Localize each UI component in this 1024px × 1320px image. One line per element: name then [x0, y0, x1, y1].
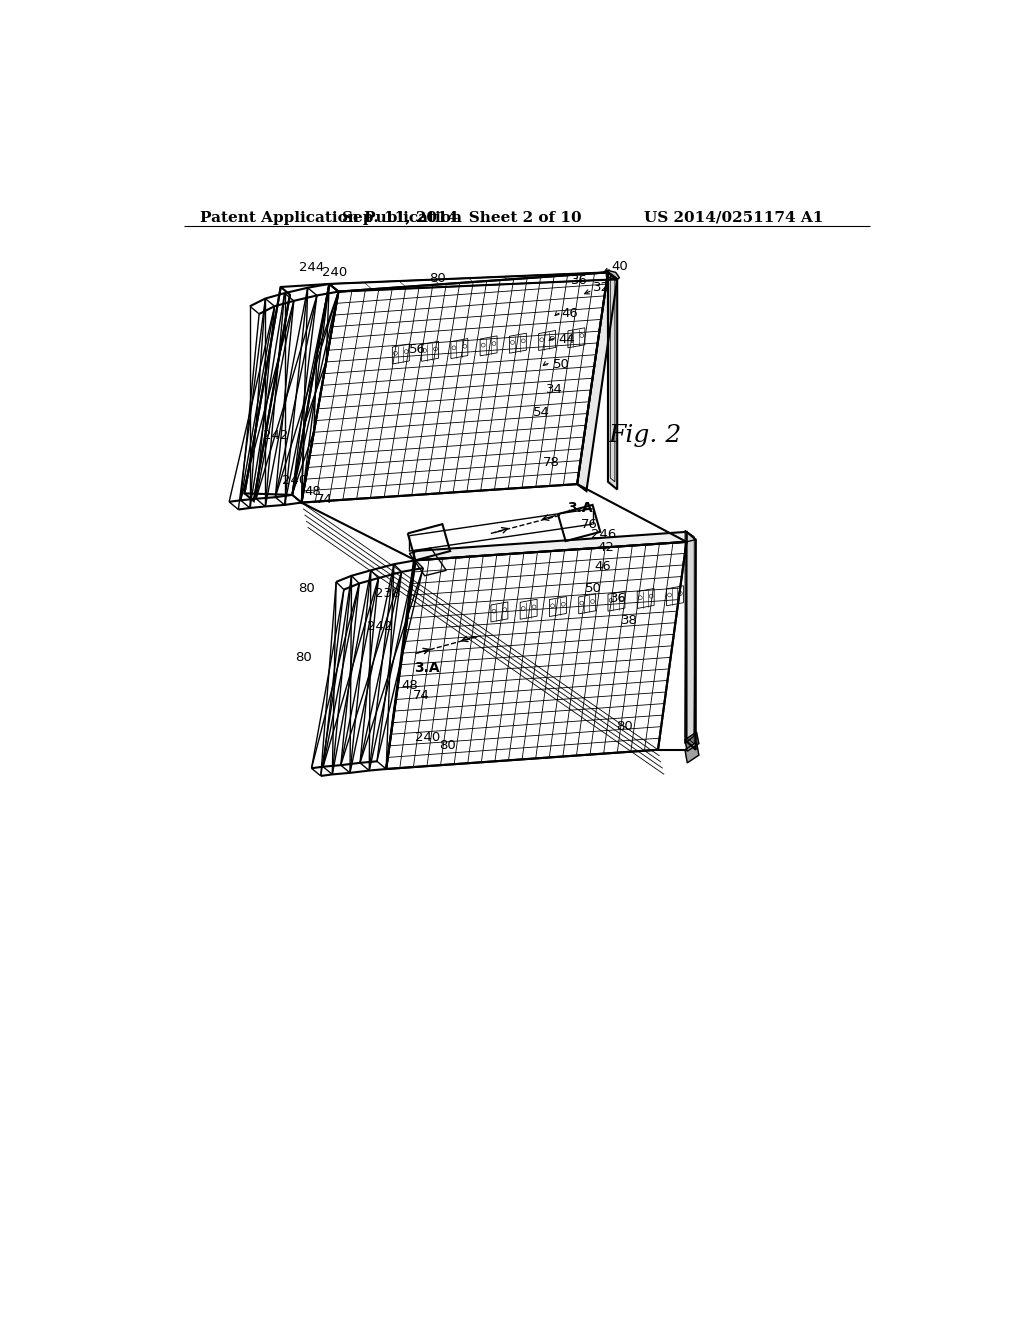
Text: 80: 80: [295, 651, 311, 664]
Text: 36: 36: [610, 593, 627, 606]
Text: 46: 46: [594, 560, 611, 573]
Text: 240: 240: [283, 474, 307, 487]
Text: 3.A: 3.A: [414, 661, 439, 675]
Text: 80: 80: [616, 721, 633, 733]
Text: 240: 240: [415, 731, 440, 744]
Text: 74: 74: [316, 492, 333, 506]
Polygon shape: [608, 272, 617, 490]
Polygon shape: [414, 532, 686, 560]
Polygon shape: [685, 742, 698, 763]
Text: 246: 246: [591, 528, 616, 541]
Text: US 2014/0251174 A1: US 2014/0251174 A1: [644, 211, 823, 224]
Text: 76: 76: [581, 517, 598, 531]
Text: 238: 238: [375, 587, 400, 601]
Text: 38: 38: [621, 614, 638, 627]
Text: 3.A: 3.A: [567, 502, 593, 515]
Text: Fig. 2: Fig. 2: [608, 424, 681, 447]
Text: 40: 40: [611, 260, 629, 273]
Text: 80: 80: [439, 739, 456, 751]
Polygon shape: [386, 543, 686, 770]
Text: 32: 32: [593, 281, 609, 294]
Text: 34: 34: [547, 383, 563, 396]
Text: 74: 74: [413, 689, 430, 702]
Polygon shape: [578, 272, 617, 491]
Text: Sep. 11, 2014  Sheet 2 of 10: Sep. 11, 2014 Sheet 2 of 10: [342, 211, 582, 224]
Text: 54: 54: [534, 407, 550, 418]
Text: 240: 240: [323, 265, 348, 279]
Polygon shape: [408, 524, 451, 560]
Text: 78: 78: [544, 455, 560, 469]
Text: 46: 46: [562, 308, 579, 321]
Polygon shape: [685, 733, 698, 751]
Polygon shape: [558, 506, 600, 541]
Text: 242: 242: [367, 620, 392, 634]
Text: 48: 48: [305, 484, 322, 498]
Text: 50: 50: [553, 358, 569, 371]
Text: Patent Application Publication: Patent Application Publication: [200, 211, 462, 224]
Text: 48: 48: [401, 680, 418, 693]
Polygon shape: [410, 548, 446, 576]
Text: 56: 56: [410, 343, 426, 356]
Text: 242: 242: [263, 429, 289, 442]
Text: 50: 50: [585, 582, 602, 594]
Polygon shape: [686, 532, 695, 750]
Text: 244: 244: [299, 261, 325, 275]
Text: 44: 44: [558, 333, 574, 346]
Polygon shape: [330, 272, 617, 292]
Text: 80: 80: [299, 582, 315, 594]
Text: 42: 42: [597, 541, 614, 554]
Text: 80: 80: [429, 272, 445, 285]
Polygon shape: [606, 271, 620, 280]
Polygon shape: [301, 272, 608, 503]
Text: 36: 36: [571, 273, 588, 286]
